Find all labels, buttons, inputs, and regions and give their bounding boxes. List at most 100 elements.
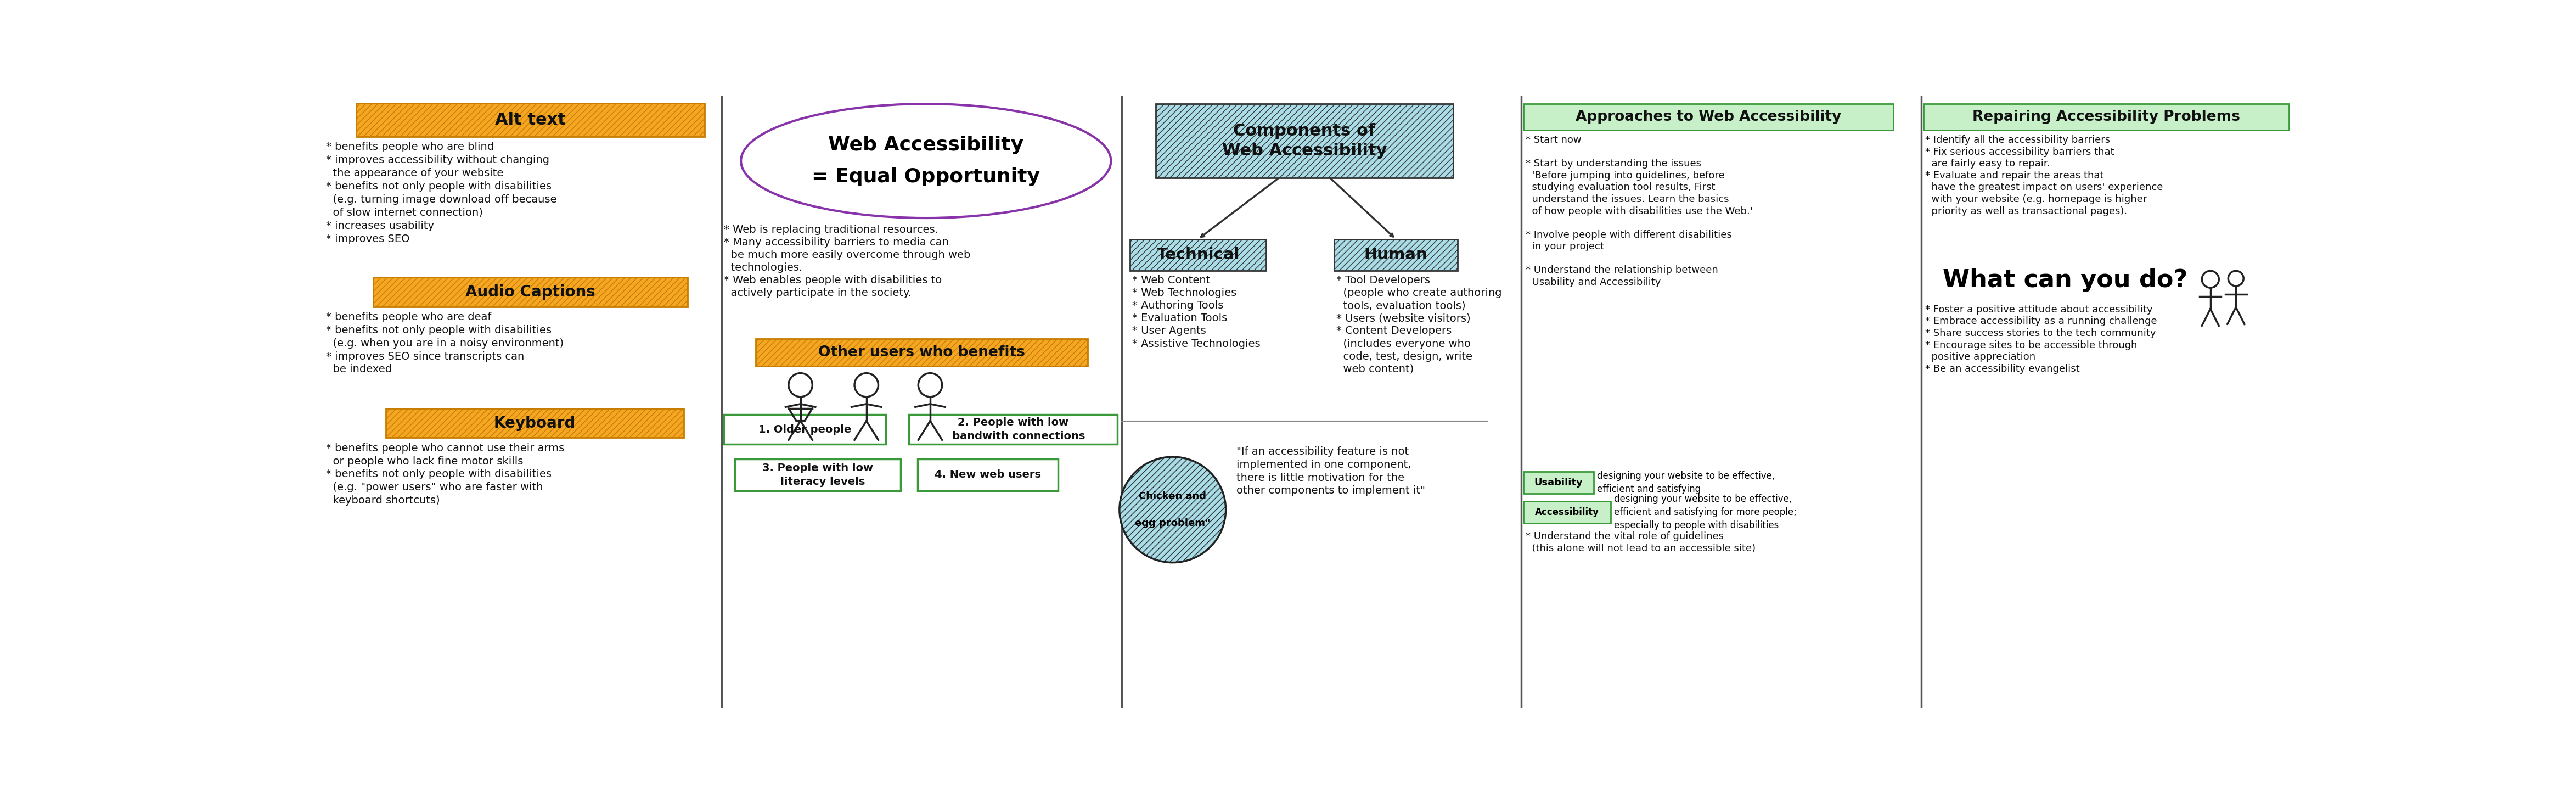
Text: understand the issues. Learn the basics: understand the issues. Learn the basics xyxy=(1525,194,1728,204)
FancyBboxPatch shape xyxy=(1522,104,1893,130)
Text: 3. People with low
   literacy levels: 3. People with low literacy levels xyxy=(762,463,873,487)
Text: Other users who benefits: Other users who benefits xyxy=(819,345,1025,359)
Text: "If an accessibility feature is not: "If an accessibility feature is not xyxy=(1236,446,1409,456)
Text: priority as well as transactional pages).: priority as well as transactional pages)… xyxy=(1924,206,2128,216)
Text: * Tool Developers: * Tool Developers xyxy=(1337,275,1430,285)
FancyBboxPatch shape xyxy=(1131,239,1267,271)
Text: * Encourage sites to be accessible through: * Encourage sites to be accessible throu… xyxy=(1924,340,2138,350)
Text: * Be an accessibility evangelist: * Be an accessibility evangelist xyxy=(1924,364,2079,374)
Text: are fairly easy to repair.: are fairly easy to repair. xyxy=(1924,159,2050,169)
Text: Human: Human xyxy=(1365,247,1427,262)
Text: (e.g. when you are in a noisy environment): (e.g. when you are in a noisy environmen… xyxy=(327,338,564,348)
Text: 2. People with low
   bandwith connections: 2. People with low bandwith connections xyxy=(940,417,1084,441)
FancyBboxPatch shape xyxy=(734,459,902,491)
Text: the appearance of your website: the appearance of your website xyxy=(327,168,505,179)
Text: * Identify all the accessibility barriers: * Identify all the accessibility barrier… xyxy=(1924,135,2110,145)
Text: * Assistive Technologies: * Assistive Technologies xyxy=(1133,339,1260,349)
Text: = Equal Opportunity: = Equal Opportunity xyxy=(811,168,1041,186)
Text: * Web Technologies: * Web Technologies xyxy=(1133,288,1236,298)
FancyBboxPatch shape xyxy=(724,414,886,444)
Text: technologies.: technologies. xyxy=(724,262,804,273)
Text: * Web is replacing traditional resources.: * Web is replacing traditional resources… xyxy=(724,224,938,235)
Text: * improves SEO since transcripts can: * improves SEO since transcripts can xyxy=(327,351,526,362)
Text: other components to implement it": other components to implement it" xyxy=(1236,486,1425,496)
Text: positive appreciation: positive appreciation xyxy=(1924,352,2035,362)
Text: * Web Content: * Web Content xyxy=(1133,275,1211,285)
Text: there is little motivation for the: there is little motivation for the xyxy=(1236,472,1404,483)
Ellipse shape xyxy=(1121,457,1226,563)
Text: (includes everyone who: (includes everyone who xyxy=(1337,339,1471,349)
Text: * Many accessibility barriers to media can: * Many accessibility barriers to media c… xyxy=(724,237,948,247)
Text: be much more easily overcome through web: be much more easily overcome through web xyxy=(724,250,971,260)
Text: Accessibility: Accessibility xyxy=(1535,507,1600,518)
Text: * Start by understanding the issues: * Start by understanding the issues xyxy=(1525,159,1700,169)
Text: Technical: Technical xyxy=(1157,247,1239,262)
FancyBboxPatch shape xyxy=(917,459,1059,491)
Text: 4. New web users: 4. New web users xyxy=(935,470,1041,480)
Text: Web Accessibility: Web Accessibility xyxy=(829,135,1023,154)
Text: be indexed: be indexed xyxy=(327,364,392,374)
Text: designing your website to be effective,
efficient and satisfying: designing your website to be effective, … xyxy=(1597,471,1775,494)
Text: * Understand the vital role of guidelines: * Understand the vital role of guideline… xyxy=(1525,532,1723,541)
Text: (e.g. turning image download off because: (e.g. turning image download off because xyxy=(327,194,556,205)
Text: web content): web content) xyxy=(1337,364,1414,374)
Text: * Users (website visitors): * Users (website visitors) xyxy=(1337,313,1471,324)
Text: of slow internet connection): of slow internet connection) xyxy=(327,207,484,218)
Text: * Involve people with different disabilities: * Involve people with different disabili… xyxy=(1525,230,1731,240)
FancyBboxPatch shape xyxy=(755,339,1087,366)
Text: (e.g. "power users" who are faster with: (e.g. "power users" who are faster with xyxy=(327,483,544,493)
Text: tools, evaluation tools): tools, evaluation tools) xyxy=(1337,301,1466,311)
Text: keyboard shortcuts): keyboard shortcuts) xyxy=(327,495,440,506)
Text: * benefits not only people with disabilities: * benefits not only people with disabili… xyxy=(327,469,551,479)
Text: * benefits people who cannot use their arms: * benefits people who cannot use their a… xyxy=(327,443,564,453)
Text: * benefits not only people with disabilities: * benefits not only people with disabili… xyxy=(327,181,551,192)
Text: designing your website to be effective,
efficient and satisfying for more people: designing your website to be effective, … xyxy=(1615,494,1798,530)
Text: * Web enables people with disabilities to: * Web enables people with disabilities t… xyxy=(724,275,943,285)
Text: or people who lack fine motor skills: or people who lack fine motor skills xyxy=(327,456,523,467)
Text: actively participate in the society.: actively participate in the society. xyxy=(724,288,912,298)
FancyBboxPatch shape xyxy=(909,414,1118,444)
Text: * Share success stories to the tech community: * Share success stories to the tech comm… xyxy=(1924,328,2156,338)
Text: Components of
Web Accessibility: Components of Web Accessibility xyxy=(1221,123,1386,159)
Text: * improves accessibility without changing: * improves accessibility without changin… xyxy=(327,155,549,165)
Text: have the greatest impact on users' experience: have the greatest impact on users' exper… xyxy=(1924,183,2164,192)
Text: studying evaluation tool results, First: studying evaluation tool results, First xyxy=(1525,183,1716,192)
Text: code, test, design, write: code, test, design, write xyxy=(1337,351,1473,362)
FancyBboxPatch shape xyxy=(1334,239,1458,271)
Text: Keyboard: Keyboard xyxy=(495,415,574,431)
Text: implemented in one component,: implemented in one component, xyxy=(1236,460,1412,470)
Text: (people who create authoring: (people who create authoring xyxy=(1337,288,1502,298)
Text: Alt text: Alt text xyxy=(495,112,567,128)
Text: * Understand the relationship between: * Understand the relationship between xyxy=(1525,266,1718,275)
Text: * increases usability: * increases usability xyxy=(327,220,435,231)
Text: Audio Captions: Audio Captions xyxy=(466,285,595,300)
Text: * User Agents: * User Agents xyxy=(1133,326,1206,336)
Text: * Start now: * Start now xyxy=(1525,135,1582,145)
Text: Usability and Accessibility: Usability and Accessibility xyxy=(1525,277,1662,287)
Text: * Evaluate and repair the areas that: * Evaluate and repair the areas that xyxy=(1924,171,2105,180)
Text: 'Before jumping into guidelines, before: 'Before jumping into guidelines, before xyxy=(1525,171,1723,180)
Text: What can you do?: What can you do? xyxy=(1942,269,2187,293)
FancyBboxPatch shape xyxy=(1924,104,2290,130)
Text: * benefits people who are blind: * benefits people who are blind xyxy=(327,142,495,153)
Text: * benefits people who are deaf: * benefits people who are deaf xyxy=(327,312,492,322)
Text: * Content Developers: * Content Developers xyxy=(1337,326,1453,336)
FancyBboxPatch shape xyxy=(374,277,688,307)
Text: Repairing Accessibility Problems: Repairing Accessibility Problems xyxy=(1973,110,2241,124)
Text: of how people with disabilities use the Web.': of how people with disabilities use the … xyxy=(1525,206,1752,216)
Text: * Evaluation Tools: * Evaluation Tools xyxy=(1133,313,1226,324)
FancyBboxPatch shape xyxy=(1522,501,1610,523)
FancyBboxPatch shape xyxy=(355,103,706,137)
Text: * improves SEO: * improves SEO xyxy=(327,234,410,244)
Text: in your project: in your project xyxy=(1525,242,1605,251)
Text: Usability: Usability xyxy=(1535,478,1582,487)
FancyBboxPatch shape xyxy=(386,409,683,438)
Text: egg problem": egg problem" xyxy=(1136,518,1211,528)
FancyBboxPatch shape xyxy=(1157,104,1453,178)
Text: 1. Older people: 1. Older people xyxy=(757,425,850,435)
Text: (this alone will not lead to an accessible site): (this alone will not lead to an accessib… xyxy=(1525,544,1757,553)
Text: * Foster a positive attitude about accessibility: * Foster a positive attitude about acces… xyxy=(1924,304,2154,315)
Text: * Authoring Tools: * Authoring Tools xyxy=(1133,301,1224,311)
FancyBboxPatch shape xyxy=(1522,471,1595,494)
Text: with your website (e.g. homepage is higher: with your website (e.g. homepage is high… xyxy=(1924,194,2148,204)
